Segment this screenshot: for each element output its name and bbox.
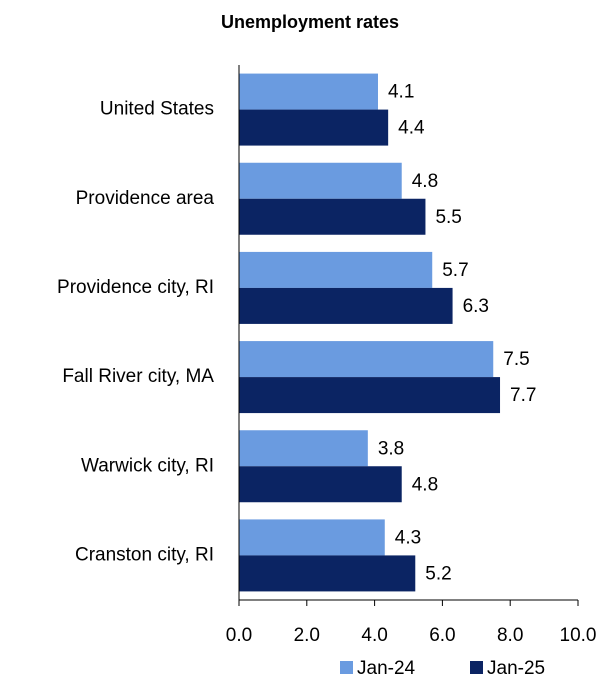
legend-label: Jan-24 (357, 658, 416, 679)
legend-label: Jan-25 (487, 658, 545, 679)
y-tick-label: United States (100, 99, 214, 120)
data-label: 6.3 (463, 296, 489, 317)
data-label: 4.1 (388, 82, 414, 103)
bar (239, 377, 501, 414)
y-tick-label: Fall River city, MA (62, 366, 214, 387)
data-label: 5.2 (425, 563, 451, 584)
data-label: 4.8 (412, 171, 438, 192)
bar (239, 466, 402, 503)
data-label: 4.4 (398, 118, 425, 139)
x-tick-label: 8.0 (497, 625, 523, 646)
bar (239, 109, 389, 146)
data-label: 5.7 (442, 260, 468, 281)
data-label: 7.5 (503, 349, 529, 370)
data-label: 7.7 (510, 385, 536, 406)
bar (239, 341, 494, 378)
x-tick-label: 4.0 (361, 625, 387, 646)
x-tick-label: 10.0 (560, 625, 597, 646)
chart-title: Unemployment rates (221, 12, 399, 32)
legend-swatch (470, 661, 483, 674)
bar (239, 73, 378, 110)
data-label: 4.8 (412, 474, 438, 495)
y-tick-label: Providence area (76, 188, 215, 209)
x-tick-label: 2.0 (294, 625, 320, 646)
bar (239, 519, 385, 556)
x-tick-label: 0.0 (226, 625, 252, 646)
bar (239, 287, 453, 324)
data-label: 4.3 (395, 527, 421, 548)
bar (239, 162, 402, 199)
data-label: 3.8 (378, 438, 404, 459)
bar (239, 251, 433, 288)
y-tick-label: Cranston city, RI (75, 544, 214, 565)
data-label: 5.5 (435, 207, 461, 228)
y-tick-label: Warwick city, RI (81, 455, 214, 476)
legend-swatch (340, 661, 353, 674)
x-tick-label: 6.0 (429, 625, 455, 646)
bar (239, 555, 416, 592)
bar (239, 198, 426, 235)
bar (239, 430, 368, 467)
y-tick-label: Providence city, RI (57, 277, 214, 298)
